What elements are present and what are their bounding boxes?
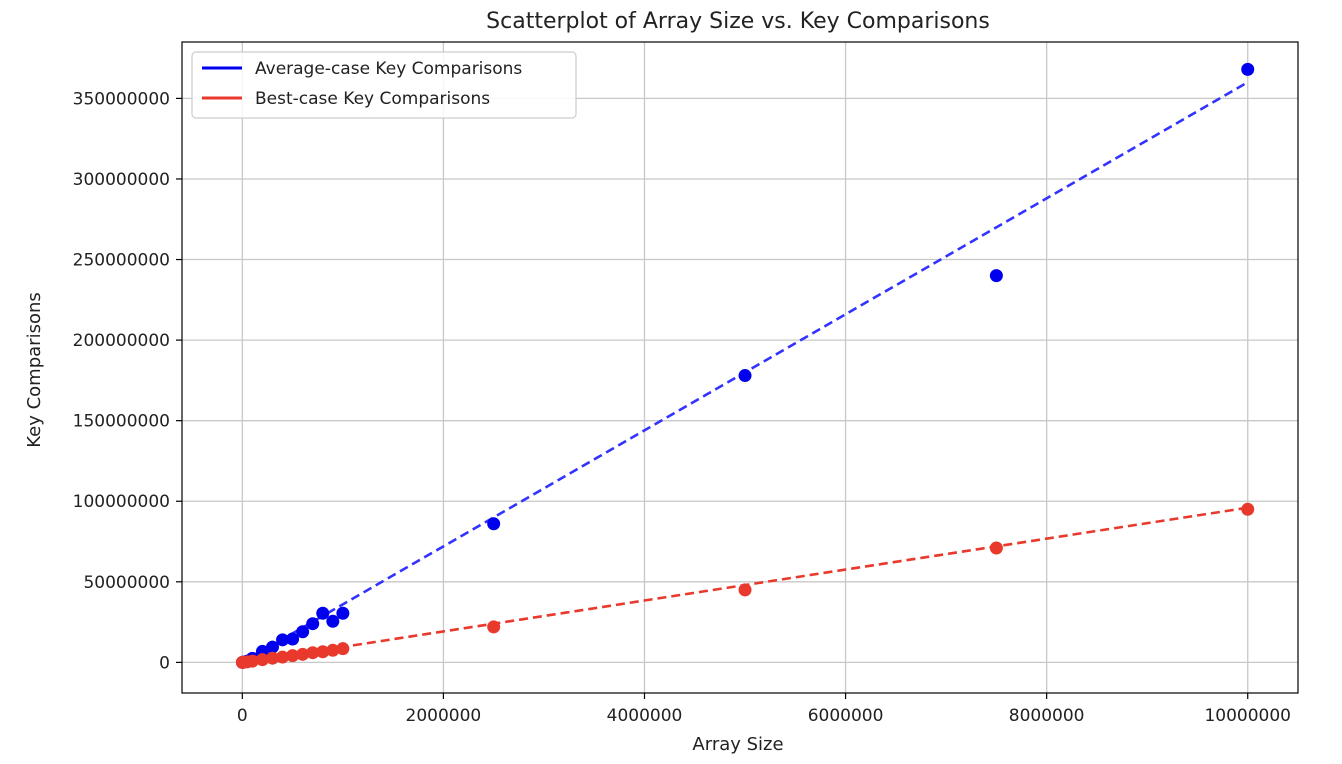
- data-point-series-0: [276, 633, 290, 647]
- data-point-series-1: [276, 650, 290, 664]
- plot-frame: [181, 41, 1299, 694]
- data-point-series-1: [336, 642, 350, 656]
- data-point-series-0: [316, 606, 330, 620]
- y-tick-label: 50000000: [83, 573, 170, 593]
- x-axis-label: Array Size: [692, 734, 783, 755]
- data-point-series-1: [245, 654, 259, 668]
- legend-box: [191, 51, 577, 119]
- data-point-series-1: [286, 649, 300, 663]
- data-point-series-0: [336, 606, 350, 620]
- data-point-series-0: [286, 632, 300, 646]
- x-tick-label: 4000000: [607, 706, 683, 726]
- x-tick-label: 0: [237, 706, 248, 726]
- data-point-series-0: [306, 617, 320, 631]
- data-point-series-1: [1241, 502, 1255, 516]
- data-point-series-0: [326, 614, 340, 628]
- data-point-series-1: [265, 651, 279, 665]
- data-point-series-1: [487, 620, 501, 634]
- data-point-series-0: [989, 269, 1003, 283]
- legend-label: Average-case Key Comparisons: [255, 59, 522, 79]
- y-tick-label: 250000000: [73, 251, 170, 271]
- data-point-series-0: [1241, 62, 1255, 76]
- chart-title: Scatterplot of Array Size vs. Key Compar…: [486, 9, 990, 34]
- data-point-series-1: [989, 541, 1003, 555]
- y-tick-label: 0: [159, 653, 170, 673]
- x-tick-label: 8000000: [1009, 706, 1085, 726]
- data-point-series-0: [487, 517, 501, 531]
- y-tick-label: 100000000: [73, 492, 170, 512]
- data-point-series-1: [316, 645, 330, 659]
- grid-layer: [182, 42, 1298, 693]
- tick-layer: 0 2000000 4000000 6000000 8000000 10000000050…: [73, 89, 1291, 726]
- point-layer: [235, 62, 1255, 669]
- data-point-series-0: [738, 369, 752, 383]
- data-point-series-0: [296, 625, 310, 639]
- y-axis-label: Key Comparisons: [24, 292, 45, 448]
- y-tick-label: 150000000: [73, 412, 170, 432]
- data-point-series-1: [306, 646, 320, 660]
- legend-label: Best-case Key Comparisons: [255, 89, 490, 109]
- y-tick-label: 200000000: [73, 331, 170, 351]
- x-tick-label: 10000000: [1204, 706, 1291, 726]
- legend: Average-case Key Comparisons Best-case Ke…: [191, 51, 577, 119]
- data-point-series-1: [255, 653, 269, 667]
- y-tick-label: 300000000: [73, 170, 170, 190]
- data-point-series-1: [326, 643, 340, 657]
- y-tick-label: 350000000: [73, 89, 170, 109]
- x-tick-label: 2000000: [406, 706, 482, 726]
- data-point-series-0: [265, 640, 279, 654]
- x-tick-label: 6000000: [808, 706, 884, 726]
- data-point-series-1: [296, 647, 310, 661]
- data-point-series-1: [738, 583, 752, 597]
